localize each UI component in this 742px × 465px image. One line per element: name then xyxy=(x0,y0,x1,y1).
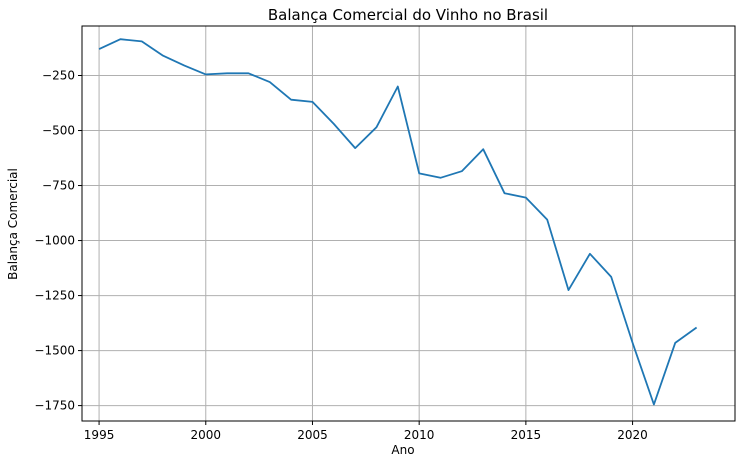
y-tick-label: −250 xyxy=(42,69,75,83)
series-line xyxy=(98,38,698,406)
chart-title: Balança Comercial do Vinho no Brasil xyxy=(268,6,548,24)
x-tick-label: 2000 xyxy=(190,428,221,442)
x-tick-label: 2010 xyxy=(404,428,435,442)
x-axis-label: Ano xyxy=(391,443,414,457)
y-tick-label: −500 xyxy=(42,124,75,138)
y-tick-label: −1750 xyxy=(34,399,75,413)
x-axis-ticks: 1995 2000 2005 2010 2015 2020 xyxy=(84,421,648,442)
x-tick-label: 2020 xyxy=(617,428,648,442)
y-tick-label: −1500 xyxy=(34,344,75,358)
x-tick-label: 2015 xyxy=(511,428,542,442)
y-axis-ticks: −1750 −1500 −1250 −1000 −750 −500 −250 xyxy=(34,69,82,413)
x-tick-label: 1995 xyxy=(84,428,115,442)
y-tick-label: −750 xyxy=(42,179,75,193)
grid xyxy=(82,26,735,421)
y-tick-label: −1250 xyxy=(34,289,75,303)
series-layer xyxy=(98,38,698,406)
plot-frame xyxy=(81,25,736,422)
y-tick-label: −1000 xyxy=(34,234,75,248)
x-tick-label: 2005 xyxy=(297,428,328,442)
y-axis-label: Balança Comercial xyxy=(6,168,20,280)
